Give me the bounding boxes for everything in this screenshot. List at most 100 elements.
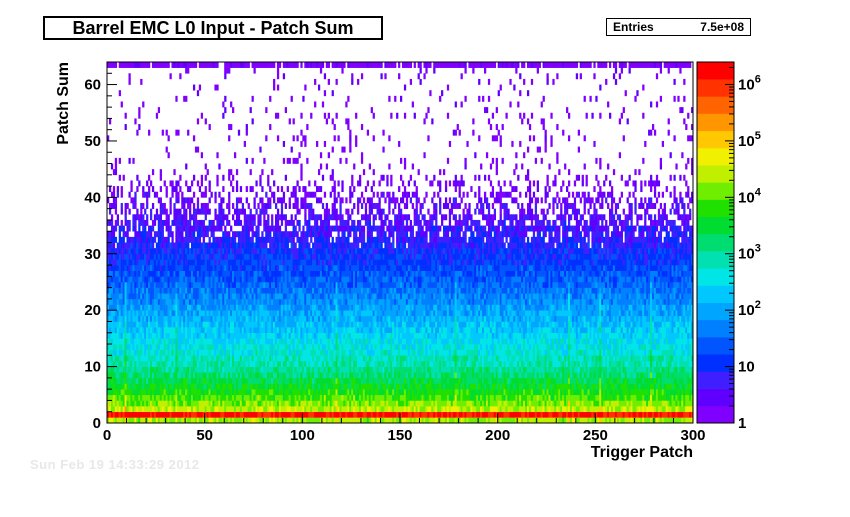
heatmap-cell [189, 412, 191, 418]
heatmap-cell [146, 299, 148, 305]
heatmap-cell [254, 259, 256, 265]
heatmap-cell [279, 282, 281, 288]
heatmap-cell [238, 220, 240, 226]
heatmap-cell [230, 310, 232, 316]
heatmap-cell [171, 395, 173, 401]
heatmap-cell [187, 288, 189, 294]
heatmap-cell [183, 321, 185, 327]
heatmap-cell [269, 378, 271, 384]
heatmap-cell [295, 361, 297, 367]
heatmap-cell [279, 395, 281, 401]
heatmap-cell [242, 321, 244, 327]
heatmap-cell [199, 231, 201, 237]
heatmap-cell [191, 265, 193, 271]
heatmap-cell [220, 400, 222, 406]
heatmap-cell [142, 350, 144, 356]
heatmap-cell [138, 406, 140, 412]
heatmap-cell [212, 248, 214, 254]
heatmap-cell [300, 271, 302, 277]
heatmap-cell [269, 372, 271, 378]
heatmap-cell [191, 180, 193, 186]
heatmap-cell [128, 243, 130, 249]
heatmap-cell [238, 406, 240, 412]
heatmap-cell [136, 62, 138, 68]
heatmap-cell [160, 389, 162, 395]
heatmap-cell [332, 400, 334, 406]
heatmap-cell [341, 147, 343, 153]
heatmap-cell [197, 338, 199, 344]
heatmap-cell [130, 282, 132, 288]
heatmap-cell [232, 350, 234, 356]
heatmap-cell [132, 406, 134, 412]
heatmap-cell [177, 361, 179, 367]
heatmap-cell [138, 107, 140, 113]
heatmap-cell [119, 276, 121, 282]
heatmap-cell [318, 400, 320, 406]
heatmap-cell [216, 406, 218, 412]
heatmap-cell [226, 231, 228, 237]
heatmap-cell [252, 310, 254, 316]
heatmap-cell [179, 417, 181, 423]
heatmap-cell [244, 259, 246, 265]
heatmap-cell [252, 417, 254, 423]
heatmap-cell [271, 395, 273, 401]
heatmap-cell [130, 372, 132, 378]
heatmap-cell [255, 338, 257, 344]
heatmap-cell [144, 361, 146, 367]
heatmap-cell [283, 310, 285, 316]
heatmap-cell [326, 203, 328, 209]
heatmap-cell [345, 321, 347, 327]
heatmap-cell [246, 333, 248, 339]
heatmap-cell [330, 316, 332, 322]
heatmap-cell [310, 271, 312, 277]
heatmap-cell [314, 226, 316, 232]
heatmap-cell [109, 299, 111, 305]
heatmap-cell [328, 310, 330, 316]
heatmap-cell [293, 118, 295, 124]
heatmap-cell [232, 248, 234, 254]
heatmap-cell [269, 350, 271, 356]
heatmap-cell [168, 355, 170, 361]
heatmap-cell [306, 259, 308, 265]
heatmap-cell [269, 355, 271, 361]
heatmap-cell [263, 372, 265, 378]
heatmap-cell [293, 243, 295, 249]
heatmap-cell [236, 350, 238, 356]
heatmap-cell [300, 384, 302, 390]
heatmap-cell [248, 316, 250, 322]
heatmap-cell [304, 265, 306, 271]
heatmap-cell [232, 203, 234, 209]
heatmap-cell [130, 412, 132, 418]
heatmap-cell [117, 384, 119, 390]
heatmap-cell [160, 220, 162, 226]
heatmap-cell [128, 254, 130, 260]
heatmap-cell [144, 271, 146, 277]
heatmap-cell [185, 355, 187, 361]
heatmap-cell [197, 361, 199, 367]
heatmap-cell [140, 372, 142, 378]
heatmap-cell [197, 282, 199, 288]
heatmap-cell [291, 355, 293, 361]
heatmap-cell [175, 192, 177, 198]
heatmap-cell [205, 203, 207, 209]
heatmap-cell [211, 417, 213, 423]
heatmap-cell [289, 412, 291, 418]
heatmap-cell [326, 243, 328, 249]
heatmap-cell [185, 288, 187, 294]
heatmap-cell [226, 248, 228, 254]
heatmap-cell [304, 214, 306, 220]
heatmap-cell [312, 417, 314, 423]
heatmap-cell [261, 400, 263, 406]
heatmap-cell [113, 333, 115, 339]
heatmap-cell [179, 321, 181, 327]
heatmap-cell [328, 282, 330, 288]
heatmap-cell [339, 395, 341, 401]
heatmap-cell [224, 378, 226, 384]
heatmap-cell [144, 395, 146, 401]
heatmap-cell [220, 389, 222, 395]
heatmap-cell [316, 282, 318, 288]
heatmap-cell [255, 400, 257, 406]
heatmap-cell [320, 152, 322, 158]
heatmap-cell [136, 231, 138, 237]
heatmap-cell [160, 276, 162, 282]
